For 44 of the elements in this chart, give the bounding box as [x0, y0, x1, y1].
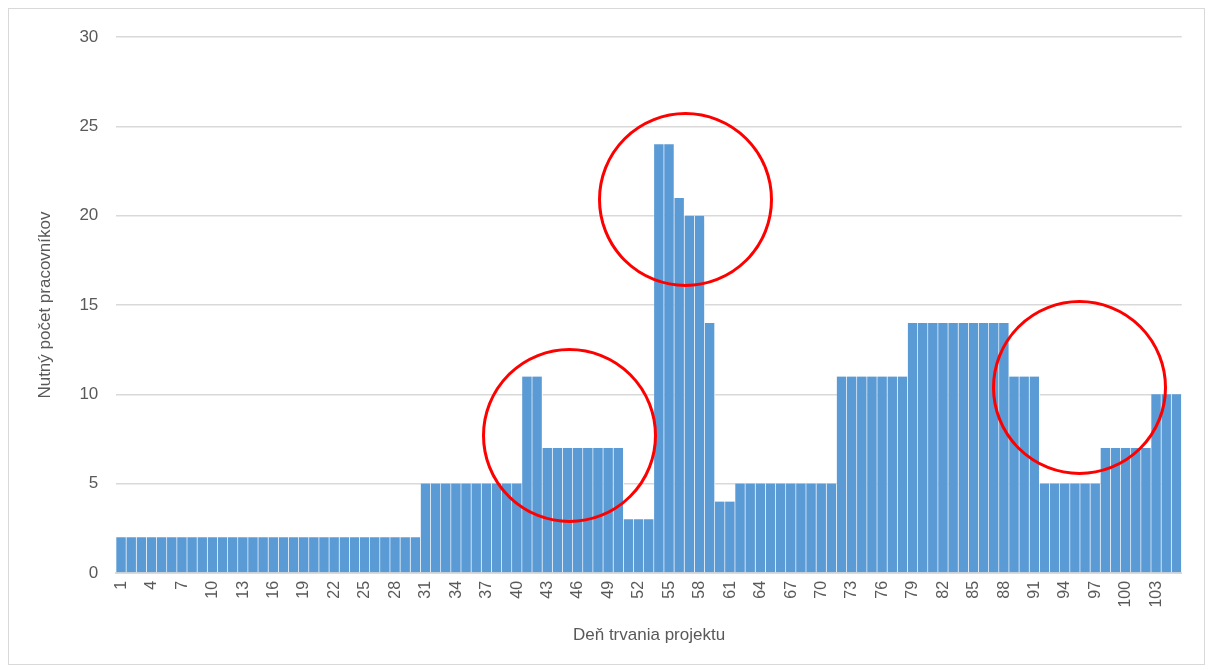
x-tick-label: 82 — [933, 580, 951, 599]
x-tick-label: 94 — [1055, 580, 1073, 599]
x-tick-label: 43 — [537, 580, 555, 599]
x-tick-label: 34 — [446, 580, 464, 599]
x-tick-label: 52 — [629, 580, 647, 599]
x-tick-label: 49 — [598, 580, 616, 599]
x-tick-label: 58 — [690, 580, 708, 599]
y-tick-label: 10 — [79, 384, 99, 404]
x-tick-label: 19 — [294, 580, 312, 599]
x-tick-label: 55 — [659, 580, 677, 599]
x-tick-label: 37 — [477, 580, 495, 599]
x-tick-label: 22 — [324, 580, 342, 599]
y-tick-label: 25 — [79, 116, 99, 136]
x-tick-label: 31 — [416, 580, 434, 599]
x-tick-label: 88 — [994, 580, 1012, 599]
x-tick-label: 100 — [1116, 580, 1134, 608]
x-tick-label: 46 — [568, 580, 586, 599]
x-tick-label: 91 — [1025, 580, 1043, 599]
x-tick-label: 79 — [903, 580, 921, 599]
x-tick-label: 61 — [720, 580, 738, 599]
y-axis-title: Nutný počet pracovníkov — [34, 211, 54, 399]
y-tick-label: 15 — [79, 294, 99, 314]
x-tick-label: 103 — [1146, 580, 1164, 608]
x-tick-label: 76 — [872, 580, 890, 599]
x-tick-label: 70 — [811, 580, 829, 599]
x-tick-label: 64 — [751, 580, 769, 599]
x-tick-label: 40 — [507, 580, 525, 599]
x-tick-label: 97 — [1085, 580, 1103, 599]
x-tick-label: 16 — [264, 580, 281, 599]
x-tick-label: 13 — [233, 580, 251, 599]
x-tick-label: 25 — [355, 580, 373, 599]
y-tick-label: 20 — [79, 205, 99, 225]
x-tick-label: 28 — [385, 580, 403, 599]
y-tick-label: 0 — [88, 562, 99, 582]
y-tick-label: 30 — [79, 26, 99, 46]
x-tick-label: 10 — [203, 580, 221, 599]
x-axis-title: Deň trvania projektu — [572, 625, 726, 645]
x-tick-label: 4 — [142, 580, 160, 590]
x-tick-label: 7 — [172, 580, 190, 590]
x-tick-label: 73 — [842, 580, 860, 599]
y-tick-label: 5 — [88, 473, 99, 493]
x-tick-label: 67 — [781, 580, 799, 599]
x-tick-label: 1 — [111, 580, 129, 590]
x-tick-label: 85 — [964, 580, 982, 599]
